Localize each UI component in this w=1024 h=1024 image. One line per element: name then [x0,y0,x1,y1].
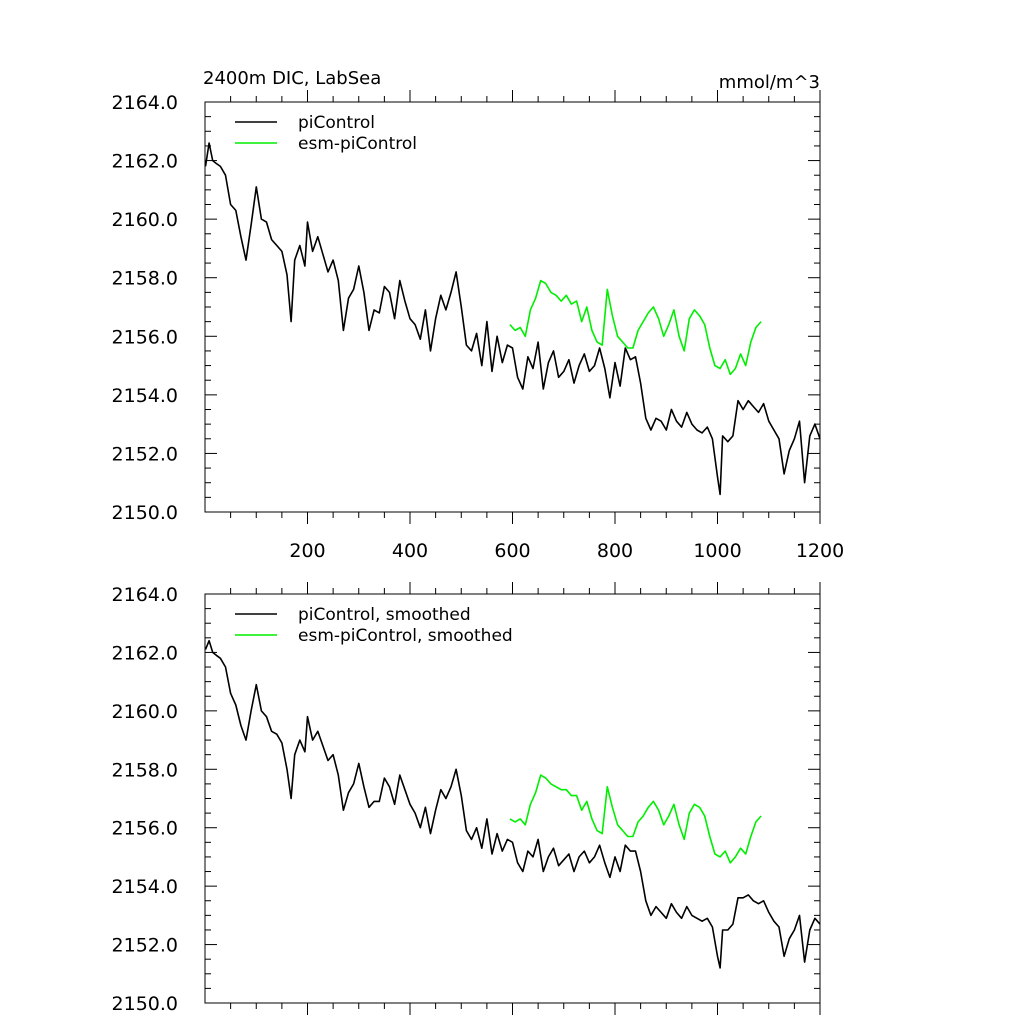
bottom-panel: 2150.0 2152.0 2154.0 2156.0 2158.0 2160.0 2162… [112,582,821,1015]
y-tick-label: 2158.0 [112,759,178,781]
y-tick-label: 2162.0 [112,642,178,664]
legend-label: piControl [298,113,375,133]
y-tick-label: 2154.0 [112,876,178,898]
legend-label: esm-piControl [298,134,417,154]
plot-frame [204,593,821,1004]
x-tick-label: 400 [392,540,428,562]
y-tick-label: 2156.0 [112,326,178,348]
series-line-esm-picontrol [509,279,762,376]
chart-title: 2400m DIC, LabSea [203,68,381,89]
y-tick-label: 2160.0 [112,701,178,723]
series-line-picontrol [204,639,821,969]
y-tick-label: 2160.0 [112,209,178,231]
y-tick-label: 2156.0 [112,818,178,840]
x-tick-label: 1000 [693,540,741,562]
y-tick-label: 2162.0 [112,151,178,173]
y-tick-label: 2150.0 [112,502,178,524]
plot-frame [204,101,821,513]
y-tick-label: 2152.0 [112,935,178,957]
y-tick-label: 2152.0 [112,443,178,465]
units-label: mmol/m^3 [719,72,820,93]
series-line-esm-picontrol [509,774,762,864]
legend-label: piControl, smoothed [298,605,471,625]
y-tick-label: 2158.0 [112,268,178,290]
y-tick-label: 2164.0 [112,92,178,114]
x-tick-label: 1200 [796,540,844,562]
series-line-picontrol [204,142,821,496]
x-tick-label: 200 [289,540,325,562]
y-tick-label: 2154.0 [112,385,178,407]
top-panel: 2150.0 2152.0 2154.0 2156.0 2158.0 2160.0 2162… [112,68,845,562]
y-tick-label: 2164.0 [112,584,178,606]
x-tick-label: 800 [597,540,633,562]
y-tick-label: 2150.0 [112,993,178,1015]
legend-label: esm-piControl, smoothed [298,626,513,646]
x-tick-label: 600 [494,540,530,562]
